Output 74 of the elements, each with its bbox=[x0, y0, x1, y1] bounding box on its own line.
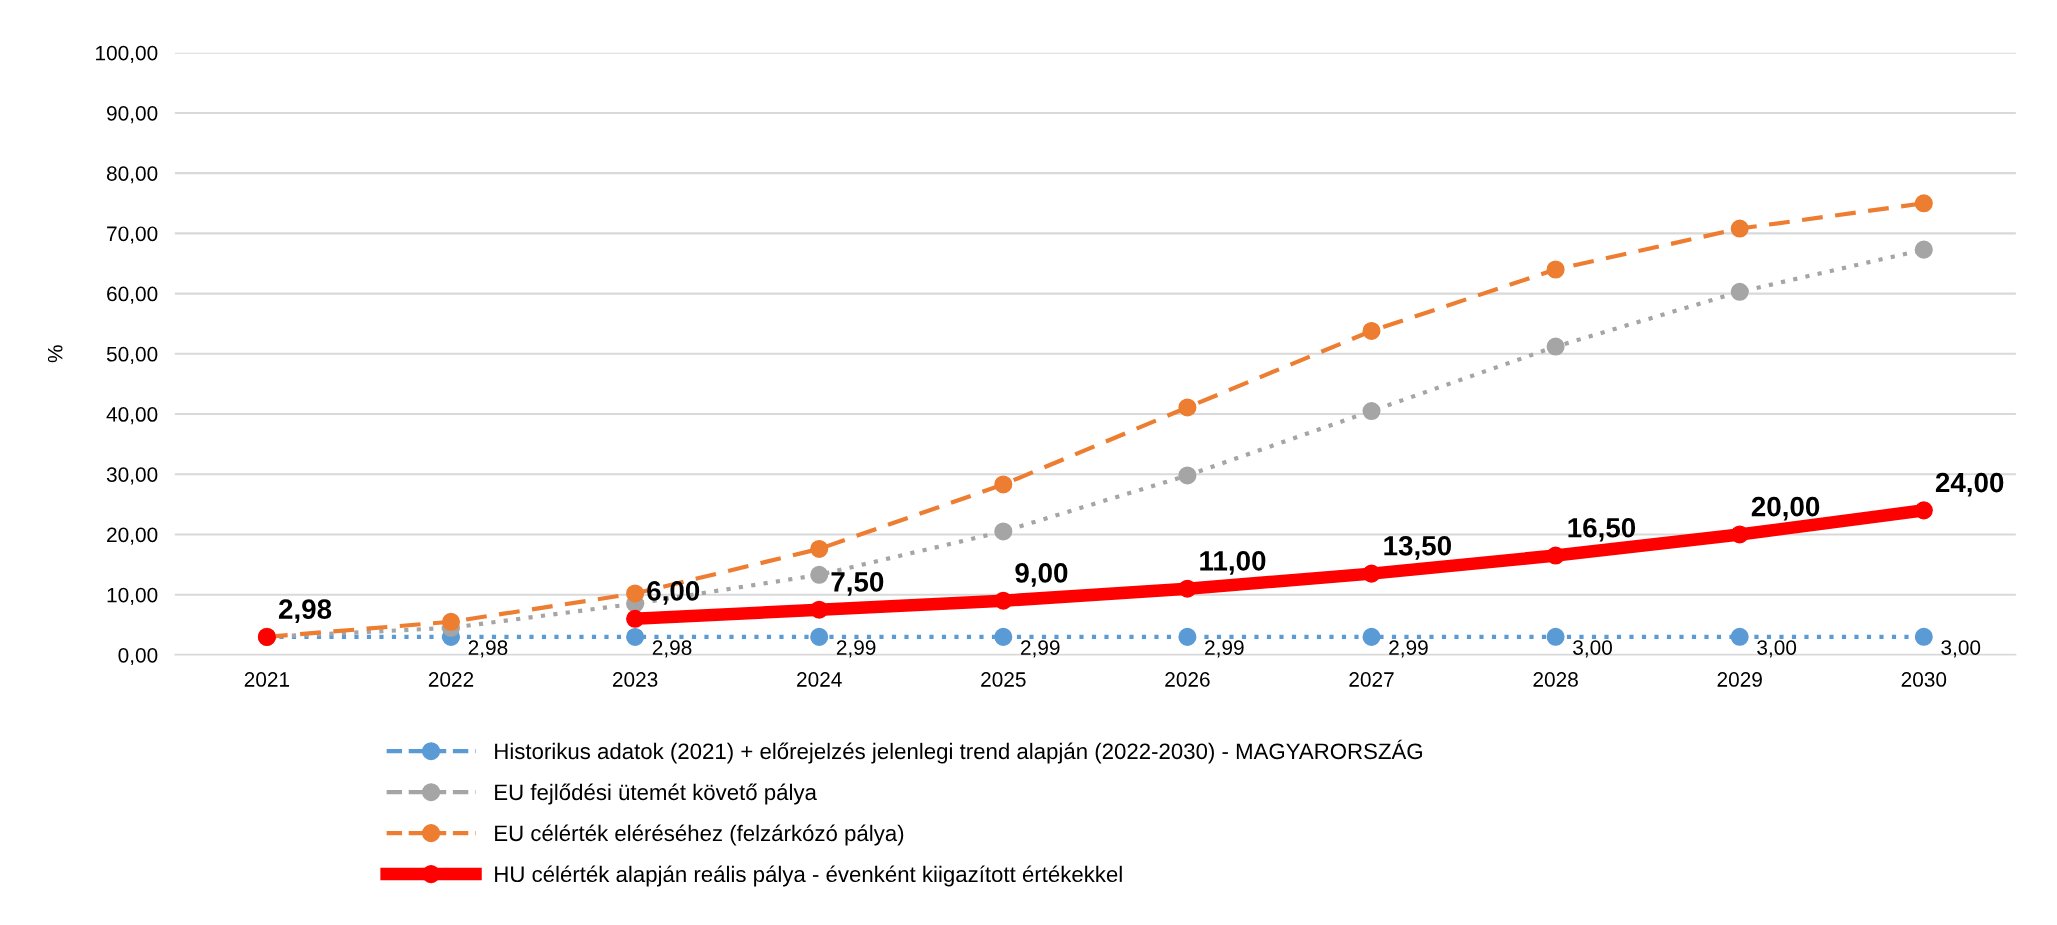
point bbox=[1914, 240, 1933, 259]
x-tick-label: 2026 bbox=[1165, 672, 1210, 687]
point bbox=[441, 612, 461, 631]
x-tick-label: 2021 bbox=[244, 672, 290, 687]
point bbox=[1362, 321, 1381, 340]
point bbox=[626, 627, 645, 646]
point bbox=[1178, 579, 1197, 598]
data-label: 3,00 bbox=[1757, 640, 1797, 658]
point bbox=[1914, 194, 1933, 213]
y-tick-label: 60,00 bbox=[107, 286, 158, 304]
y-tick-label: 90,00 bbox=[107, 105, 158, 124]
legend-label: EU fejlődési ütemét követő pálya bbox=[495, 783, 817, 805]
y-tick-label: 0,00 bbox=[118, 647, 158, 666]
point bbox=[994, 475, 1013, 494]
point bbox=[1546, 337, 1565, 356]
point bbox=[1914, 501, 1933, 520]
point bbox=[994, 591, 1013, 610]
data-label: 2,98 bbox=[278, 599, 332, 623]
legend-label: Historikus adatok (2021) + előrejelzés jelenlegi trend alapján (2022-2030) - MAGYARORSZÁG bbox=[495, 739, 1422, 764]
point bbox=[994, 522, 1013, 541]
y-axis-title: % bbox=[47, 345, 63, 363]
point bbox=[994, 627, 1013, 646]
point bbox=[1546, 627, 1565, 646]
x-tick-label: 2024 bbox=[797, 672, 842, 687]
y-tick-label: 100,00 bbox=[96, 45, 158, 63]
y-tick-label: 10,00 bbox=[107, 587, 158, 605]
data-label: 2,99 bbox=[1021, 640, 1060, 658]
point bbox=[810, 565, 829, 584]
point bbox=[1178, 466, 1197, 485]
point bbox=[626, 584, 645, 603]
legend-label: HU célérték alapján reális pálya - évenként kiigazított értékekkel bbox=[495, 865, 1122, 887]
data-label: 2,98 bbox=[652, 640, 692, 658]
x-tick-label: 2028 bbox=[1533, 672, 1578, 687]
point bbox=[1362, 564, 1381, 583]
y-tick-label: 50,00 bbox=[106, 346, 158, 365]
legend-label: EU célérték eléréséhez (felzárkózó pálya) bbox=[495, 824, 904, 846]
data-label: 9,00 bbox=[1015, 563, 1068, 587]
point bbox=[810, 627, 829, 646]
point bbox=[1730, 525, 1749, 544]
point bbox=[1730, 627, 1749, 646]
point bbox=[1362, 627, 1381, 646]
data-label: 2,98 bbox=[468, 640, 508, 658]
point bbox=[1546, 260, 1565, 279]
y-tick-label: 80,00 bbox=[106, 166, 158, 184]
x-tick-label: 2030 bbox=[1901, 672, 1947, 687]
y-tick-label: 20,00 bbox=[107, 527, 158, 545]
x-tick-label: 2029 bbox=[1717, 672, 1762, 687]
y-tick-label: 70,00 bbox=[107, 226, 158, 244]
data-label: 16,50 bbox=[1568, 517, 1636, 542]
point bbox=[1730, 282, 1749, 301]
point bbox=[1914, 627, 1933, 646]
data-label: 11,00 bbox=[1200, 551, 1266, 575]
point bbox=[810, 539, 829, 558]
data-label: 13,50 bbox=[1384, 535, 1451, 560]
x-tick-label: 2023 bbox=[612, 672, 658, 687]
x-tick-label: 2022 bbox=[428, 672, 474, 687]
data-label: 24,00 bbox=[1935, 472, 2004, 497]
data-label: 6,00 bbox=[647, 581, 700, 605]
y-tick-label: 30,00 bbox=[106, 467, 158, 485]
data-label: 3,00 bbox=[1941, 640, 1981, 658]
point bbox=[1178, 398, 1197, 417]
point bbox=[1730, 219, 1749, 238]
data-label: 2,99 bbox=[1389, 640, 1428, 658]
point bbox=[1178, 627, 1197, 646]
x-tick-label: 2027 bbox=[1349, 672, 1394, 687]
data-label: 2,99 bbox=[1205, 640, 1244, 658]
x-tick-label: 2025 bbox=[981, 672, 1026, 687]
point bbox=[1362, 401, 1381, 421]
data-label: 20,00 bbox=[1751, 496, 1820, 521]
point bbox=[1546, 546, 1565, 565]
data-label: 7,50 bbox=[831, 572, 884, 596]
data-label: 3,00 bbox=[1573, 640, 1613, 658]
data-label: 2,99 bbox=[836, 640, 876, 658]
y-tick-label: 40,00 bbox=[106, 407, 158, 425]
